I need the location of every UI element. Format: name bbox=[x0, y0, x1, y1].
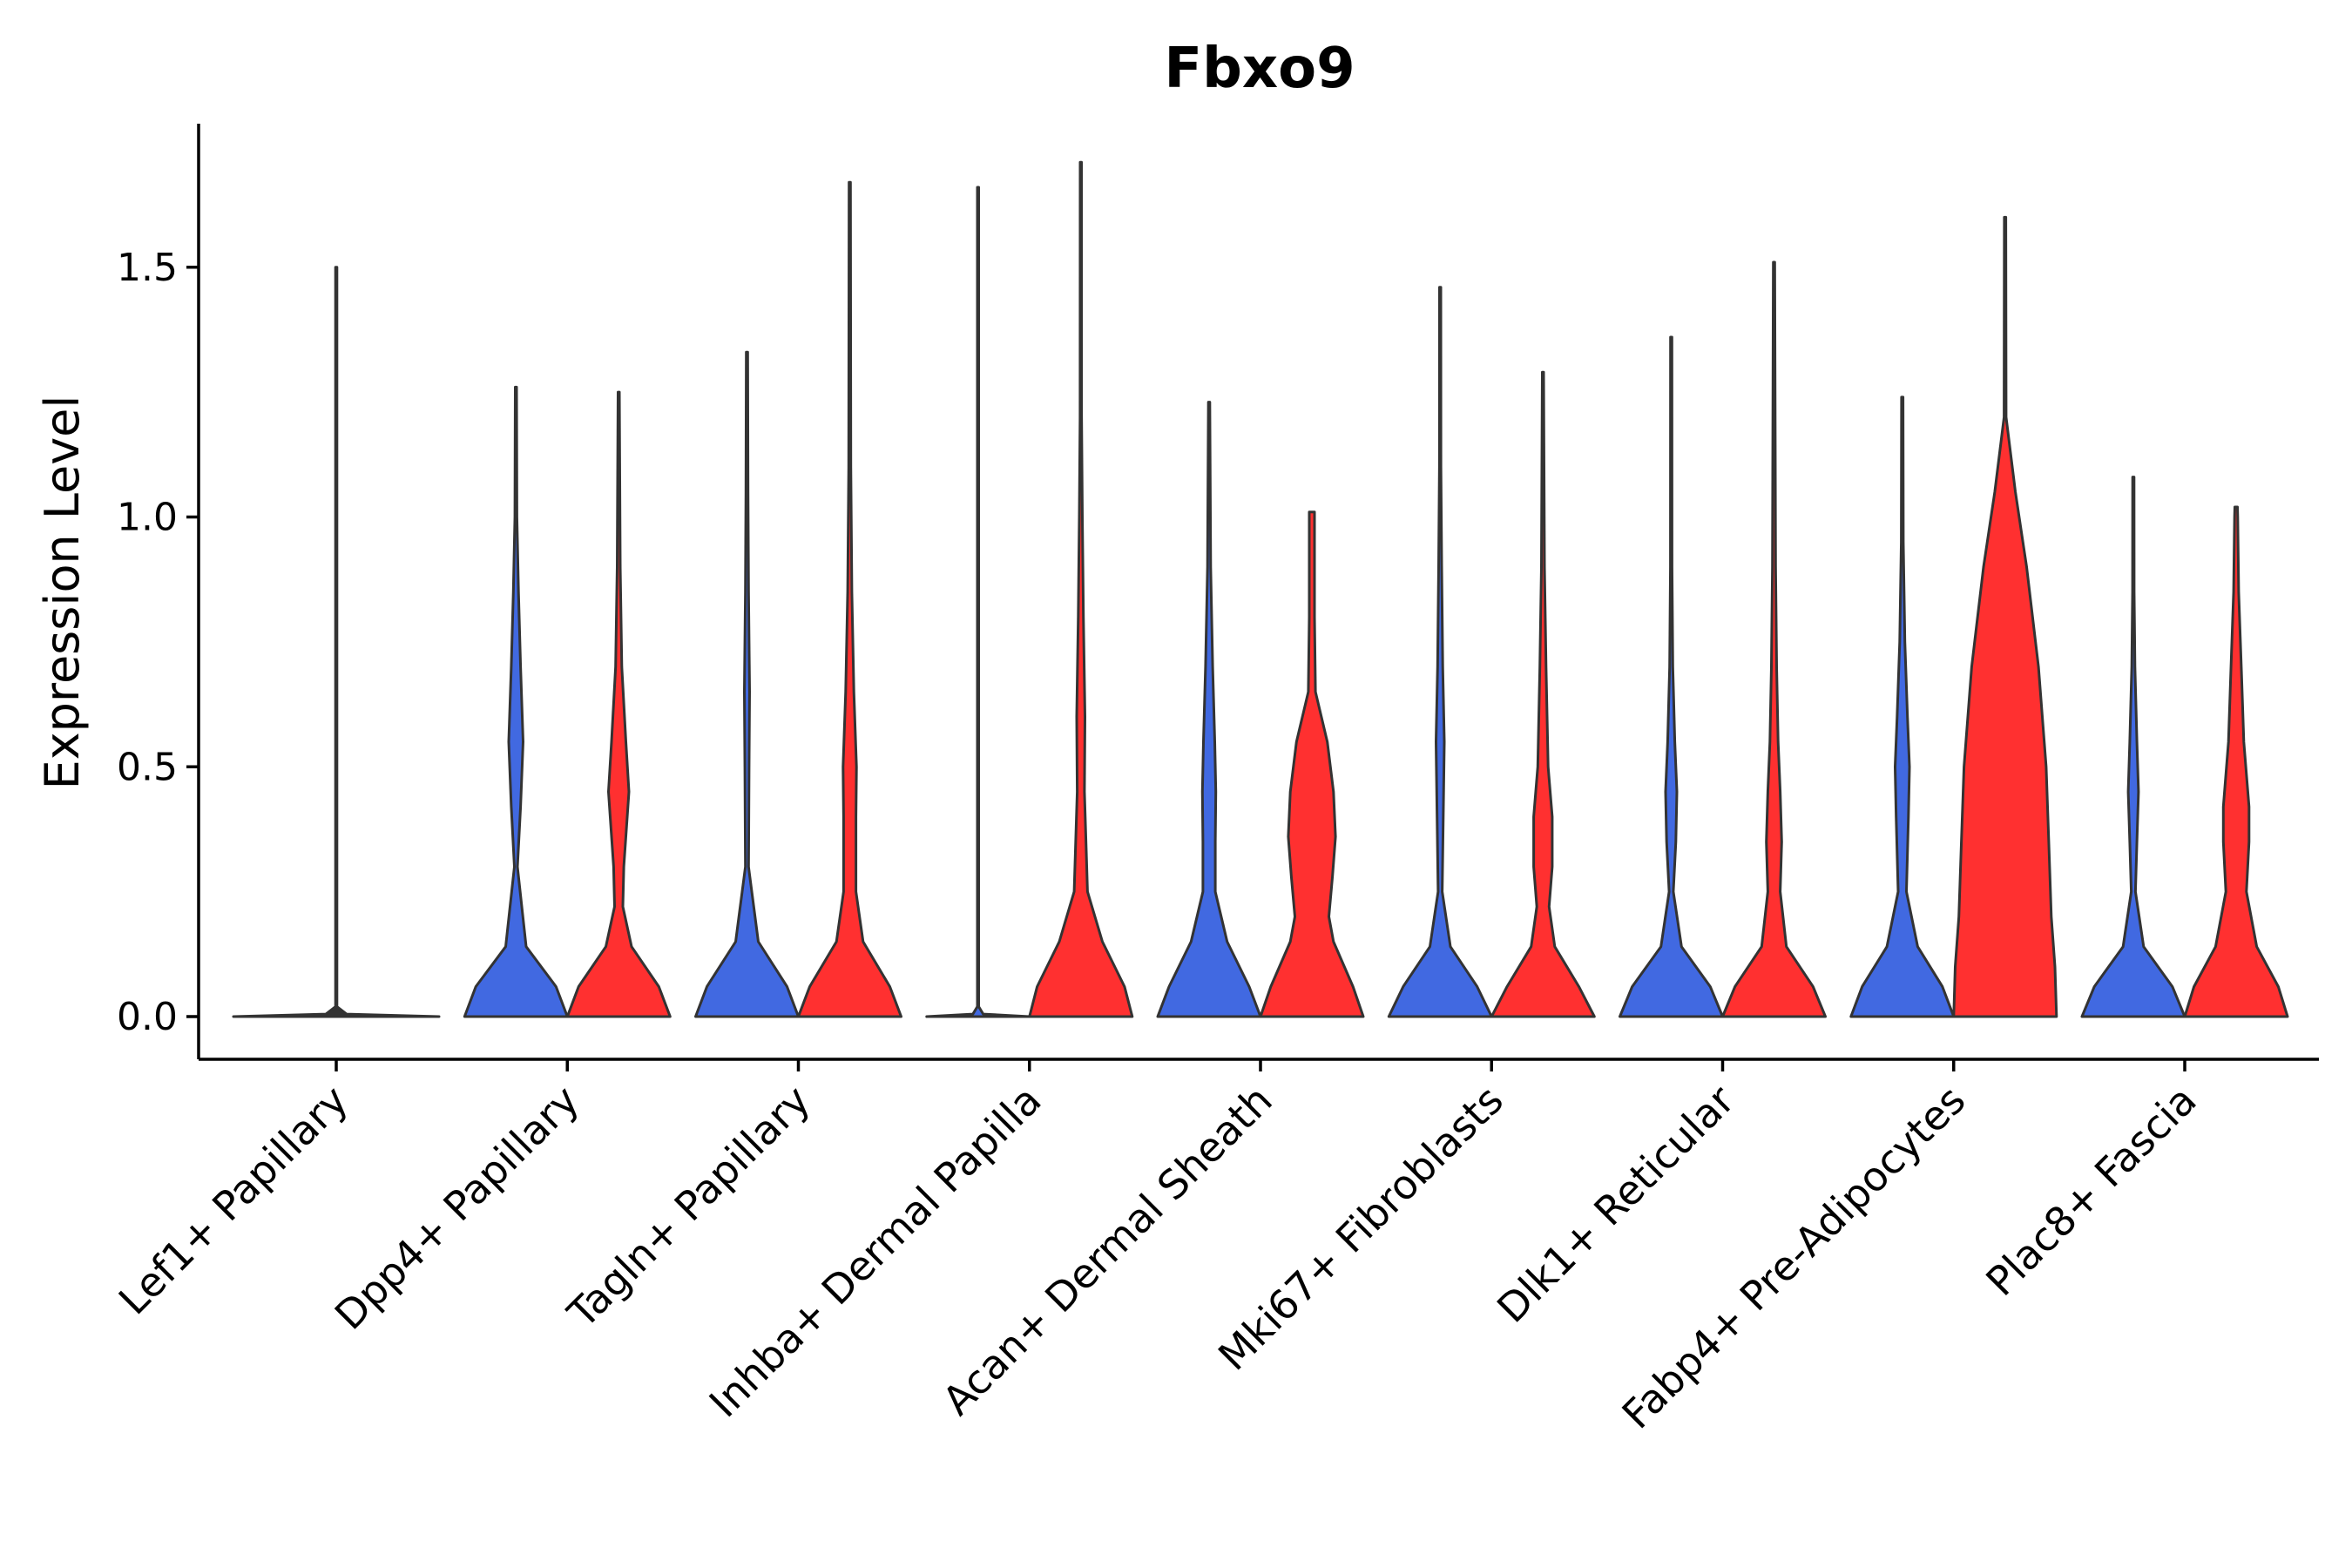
violin-blue bbox=[1156, 401, 1262, 1018]
x-tick-label: Dpp4+ Papillary bbox=[326, 1077, 588, 1339]
violin-red bbox=[565, 390, 672, 1018]
x-tick-label: Plac8+ Fascia bbox=[1977, 1077, 2205, 1305]
violin-layer bbox=[232, 160, 2289, 1018]
violin-blue bbox=[1849, 395, 1956, 1018]
violin-blue bbox=[463, 385, 569, 1018]
violin-red bbox=[2183, 505, 2289, 1018]
violin-red bbox=[1490, 370, 1596, 1018]
violin-red bbox=[1028, 160, 1134, 1018]
y-axis-label: Expression Level bbox=[35, 395, 90, 790]
axes bbox=[197, 124, 2319, 1061]
y-tick-label: 0.5 bbox=[117, 745, 178, 789]
violin-blue bbox=[2080, 476, 2186, 1018]
violin-single bbox=[232, 266, 441, 1018]
violin-blue bbox=[925, 186, 1031, 1018]
x-tick-label: Dlk1+ Reticular bbox=[1488, 1077, 1743, 1332]
y-tick-label: 0.0 bbox=[117, 995, 178, 1039]
y-tick-label: 1.5 bbox=[117, 246, 178, 290]
y-tick-label: 1.0 bbox=[117, 496, 178, 540]
x-tick-label: Lef1+ Papillary bbox=[110, 1077, 357, 1324]
x-tick-label: Tagln+ Papillary bbox=[558, 1077, 820, 1338]
y-ticks: 0.0 0.5 1.0 1.5 bbox=[117, 246, 199, 1039]
chart-title: Fbxo9 bbox=[1164, 37, 1355, 101]
violin-red bbox=[1259, 510, 1365, 1018]
violin-blue bbox=[1619, 335, 1724, 1018]
violin-blue bbox=[1387, 286, 1493, 1018]
violin-blue bbox=[694, 350, 800, 1018]
violin-red bbox=[797, 180, 902, 1018]
violin-red bbox=[1952, 215, 2058, 1018]
violin-red bbox=[1721, 260, 1827, 1018]
